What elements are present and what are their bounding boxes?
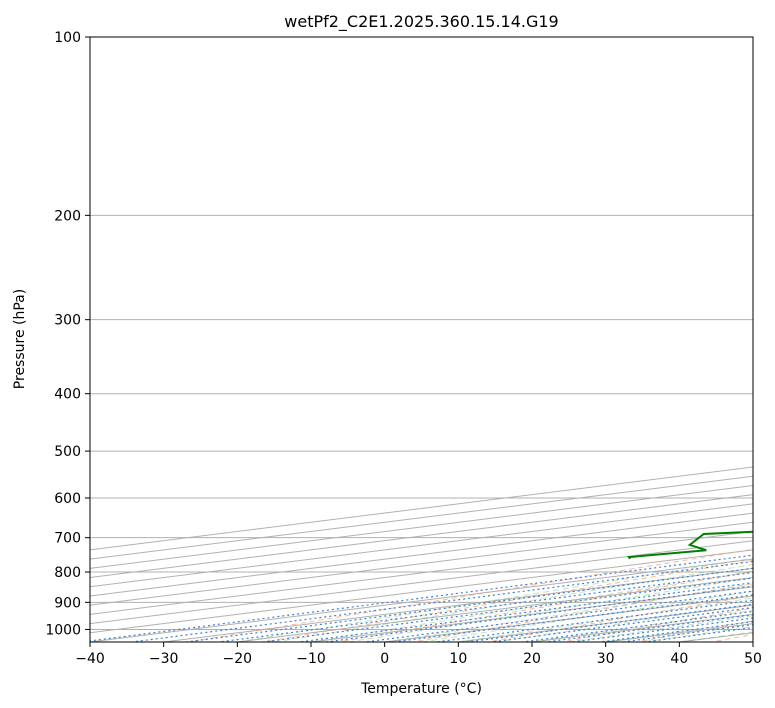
x-tick-label: 40 [670,651,688,667]
x-tick-label: −30 [149,651,179,667]
y-tick-label: 300 [54,313,81,329]
mixing-ratio-line [546,613,753,642]
x-tick-label: 50 [744,651,762,667]
isotherm-line [90,521,753,606]
isotherm-line [90,512,753,597]
moist-adiabat-line [458,597,753,642]
x-axis-label: Temperature (°C) [360,681,482,697]
dry-adiabat-line [487,595,753,642]
moist-adiabat-line [274,563,753,642]
isotherm-line [90,475,753,560]
y-tick-label: 100 [54,30,81,46]
x-tick-label: −40 [75,651,105,667]
isotherm-line [90,530,753,615]
x-tick-label: 0 [380,651,389,667]
plot-area [90,37,753,642]
x-tick-label: 10 [449,651,467,667]
mixing-ratio-line [467,603,753,642]
isotherm-line [90,494,753,579]
isotherm-line [752,641,753,642]
y-tick-label: 900 [54,595,81,611]
isotherm-line [90,503,753,588]
mixing-ratio-line [262,577,753,642]
x-tick-label: 30 [597,651,615,667]
y-axis-label: Pressure (hPa) [12,289,28,389]
x-tick-label: −20 [223,651,253,667]
y-tick-label: 200 [54,208,81,224]
x-tick-label: −10 [296,651,326,667]
x-tick-label: 20 [523,651,541,667]
y-tick-label: 700 [54,531,81,547]
moist-adiabat-line [384,584,753,642]
isotherm-line [90,466,753,551]
chart-title: wetPf2_C2E1.2025.360.15.14.G19 [284,12,558,32]
y-tick-label: 400 [54,387,81,403]
plot-frame [89,36,754,643]
y-tick-label: 800 [54,565,81,581]
mixing-ratio-line [326,585,753,642]
y-tick-label: 500 [54,444,81,460]
isotherm-line [90,540,753,625]
y-tick-label: 600 [54,491,81,507]
mixing-ratio-line [394,594,753,642]
y-tick-label: 1000 [45,622,81,638]
mixing-ratio-line [90,554,753,642]
moist-adiabat-line [237,557,753,642]
isotherm-line [90,484,753,569]
